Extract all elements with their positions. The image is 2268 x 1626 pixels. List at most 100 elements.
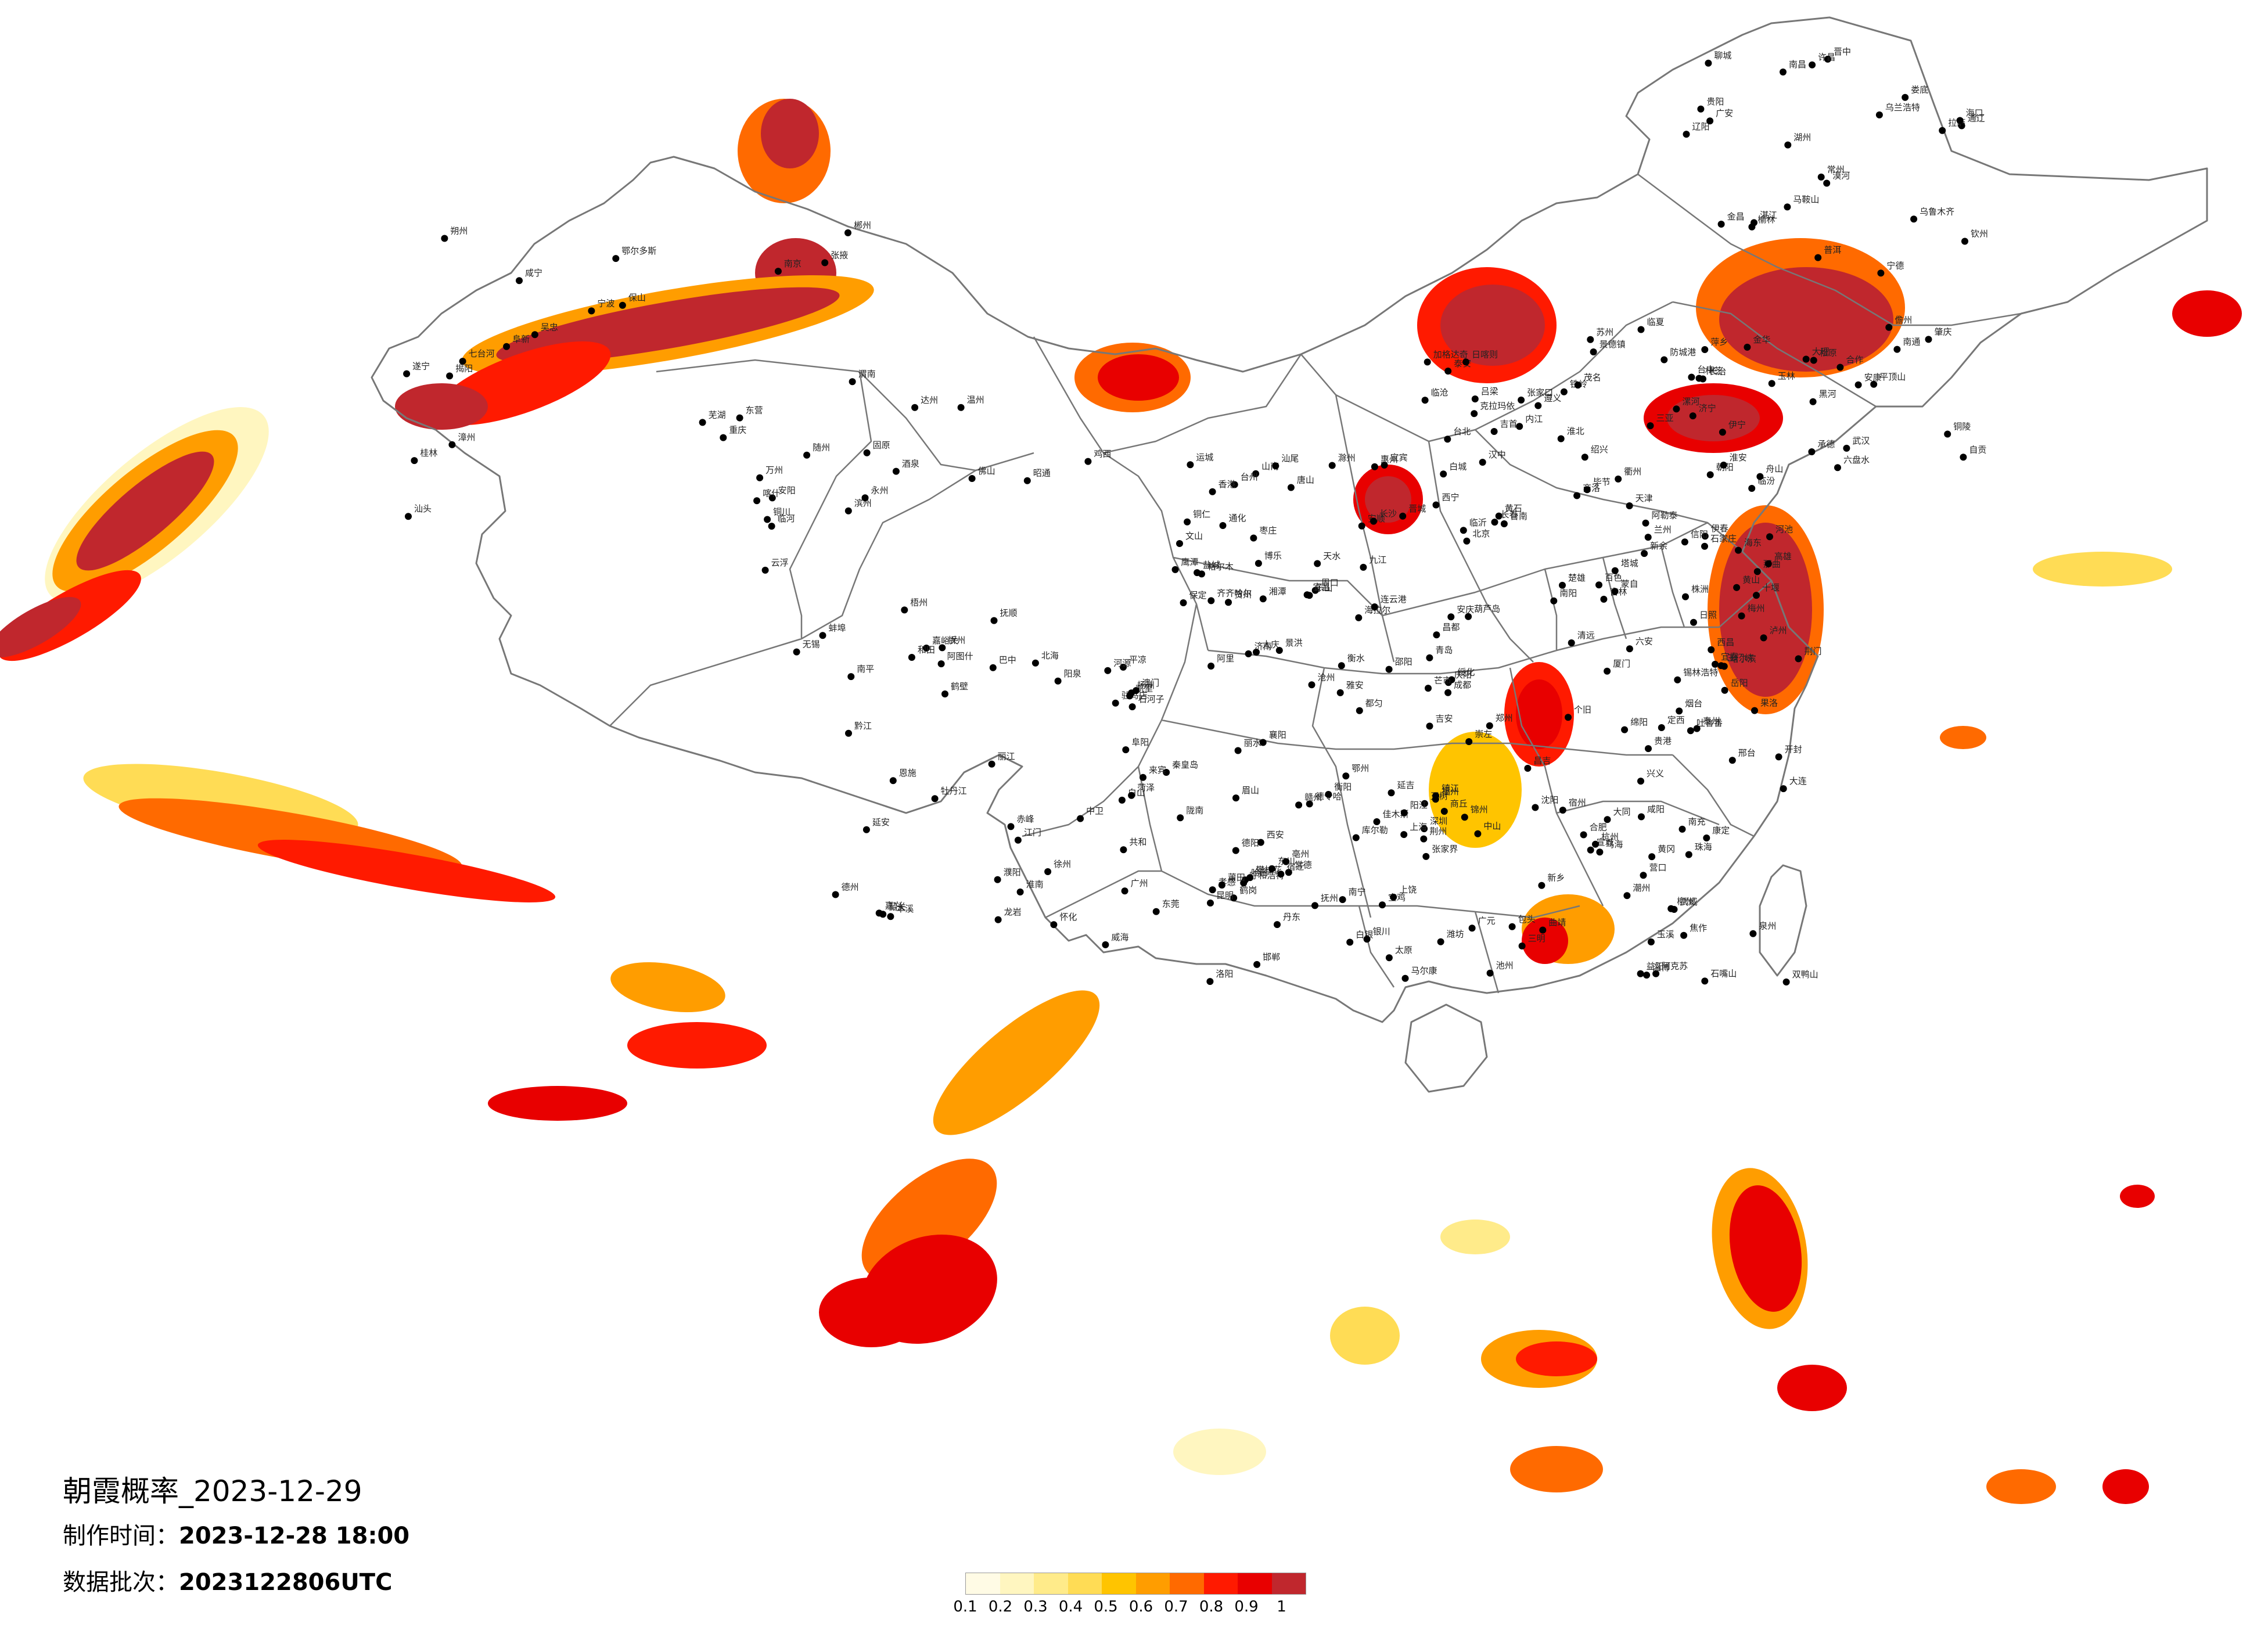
city-dot (1518, 396, 1525, 404)
city-marker: 庆阳 (1444, 670, 1472, 686)
probability-region (1729, 1185, 1802, 1312)
city-label: 滨州 (854, 498, 872, 509)
city-marker: 吉安 (1426, 713, 1453, 730)
city-marker: 阜新 (503, 334, 530, 350)
city-marker: 邯郸 (1253, 952, 1280, 968)
city-label: 加格达奇 (1433, 349, 1468, 359)
city-marker: 洛阳 (1206, 969, 1233, 985)
city-dot (1245, 650, 1252, 657)
city-marker: 宿州 (1559, 797, 1586, 814)
city-marker: 防城港 (1660, 347, 1696, 364)
city-marker: 徐州 (1044, 859, 1071, 875)
city-label: 恩施 (899, 768, 916, 778)
probability-region (1719, 267, 1893, 372)
city-label: 新余 (1650, 541, 1667, 551)
city-dot (1104, 667, 1112, 674)
city-marker: 玉溪 (1647, 929, 1674, 945)
city-label: 吉安 (1436, 713, 1453, 724)
city-label: 兰州 (1654, 524, 1672, 535)
city-marker: 咸阳 (1638, 804, 1665, 821)
city-dot (1014, 836, 1022, 844)
city-label: 安康 (1864, 372, 1882, 383)
city-marker: 菏泽 (1128, 783, 1155, 799)
city-marker: 武汉 (1843, 436, 1870, 452)
city-label: 汉中 (1489, 449, 1506, 460)
city-dot (1751, 707, 1758, 714)
city-marker: 青岛 (1426, 645, 1453, 661)
city-dot (1311, 587, 1319, 594)
city-label: 共和 (1129, 837, 1146, 847)
city-dot (1230, 894, 1238, 902)
city-marker: 石河子 (1128, 694, 1164, 711)
city-label: 中山 (1483, 821, 1501, 832)
city-label: 吉首 (1500, 419, 1518, 429)
city-label: 香港 (1219, 479, 1236, 490)
city-marker: 宜春 (1712, 652, 1738, 668)
city-label: 温州 (967, 395, 984, 405)
city-dot (1595, 581, 1602, 589)
city-dot (889, 777, 897, 785)
city-dot (1437, 938, 1444, 945)
city-dot (1342, 772, 1350, 780)
city-marker: 黄石 (1495, 503, 1522, 520)
city-label: 哈密 (1251, 867, 1268, 877)
city-marker: 三亚 (1647, 413, 1674, 430)
city-label: 大庆 (1262, 639, 1279, 650)
city-marker: 淮北 (1557, 426, 1584, 443)
city-dot (1573, 492, 1581, 499)
city-marker: 汕头 (405, 503, 432, 520)
city-label: 阳江 (1410, 800, 1428, 811)
city-marker: 塔城 (1611, 558, 1638, 574)
city-label: 惠州 (1381, 454, 1398, 465)
city-marker: 漳州 (448, 432, 475, 448)
city-dot (1689, 412, 1696, 420)
city-marker: 阿勒泰 (1642, 510, 1678, 527)
city-marker: 盐城 (1194, 560, 1220, 577)
city-marker: 马鞍山 (1784, 194, 1819, 211)
city-dot (1719, 429, 1726, 436)
city-marker: 益阳 (1637, 961, 1664, 977)
city-marker: 丹东 (1274, 912, 1300, 929)
city-dot (1782, 979, 1790, 985)
city-label: 贵港 (1654, 736, 1672, 746)
city-dot (1275, 647, 1283, 654)
city-marker: 马尔康 (1401, 966, 1437, 982)
city-marker: 丽水 (1234, 738, 1261, 754)
city-dot (1303, 591, 1311, 599)
city-dot (1581, 454, 1588, 461)
city-dot (1246, 874, 1254, 882)
city-label: 个旧 (1574, 704, 1591, 715)
city-dot (1358, 522, 1365, 530)
city-marker: 潮州 (1623, 883, 1650, 900)
city-label: 乌兰浩特 (1885, 102, 1920, 113)
city-dot (989, 664, 997, 671)
city-marker: 钦州 (1961, 229, 1988, 245)
city-dot (1708, 646, 1715, 653)
city-label: 南平 (857, 664, 874, 674)
city-label: 南阳 (1559, 588, 1577, 599)
city-label: 郴州 (854, 220, 871, 231)
city-dot (1647, 938, 1655, 945)
city-marker: 襄阳 (1259, 730, 1286, 746)
city-dot (459, 358, 466, 365)
city-marker: 济南 (1245, 641, 1272, 657)
city-marker: 康定 (1703, 825, 1730, 841)
city-markers: 漠河加格达奇黑河海拉尔伊春齐齐哈尔大庆绥化哈尔滨鹤岗佳木斯双鸭山七台河鸡西牡丹江… (403, 46, 1988, 985)
city-label: 平顶山 (1879, 372, 1906, 382)
city-dot (1371, 463, 1378, 470)
probability-region (627, 1022, 767, 1069)
city-dot (1733, 584, 1741, 591)
city-label: 松原 (1820, 348, 1837, 358)
city-label: 阿勒泰 (1652, 510, 1678, 521)
city-marker: 鹤岗 (1230, 885, 1257, 902)
city-label: 延吉 (1397, 780, 1415, 790)
city-dot (1596, 848, 1604, 856)
city-marker: 陇南 (1177, 805, 1203, 822)
city-label: 滁州 (1338, 453, 1356, 463)
probability-region (1986, 1469, 2056, 1504)
city-marker: 巴中 (989, 655, 1016, 671)
city-label: 揭阳 (455, 363, 473, 373)
city-label: 宣城 (1597, 837, 1614, 848)
city-label: 运城 (1196, 452, 1213, 462)
city-dot (1532, 804, 1539, 811)
